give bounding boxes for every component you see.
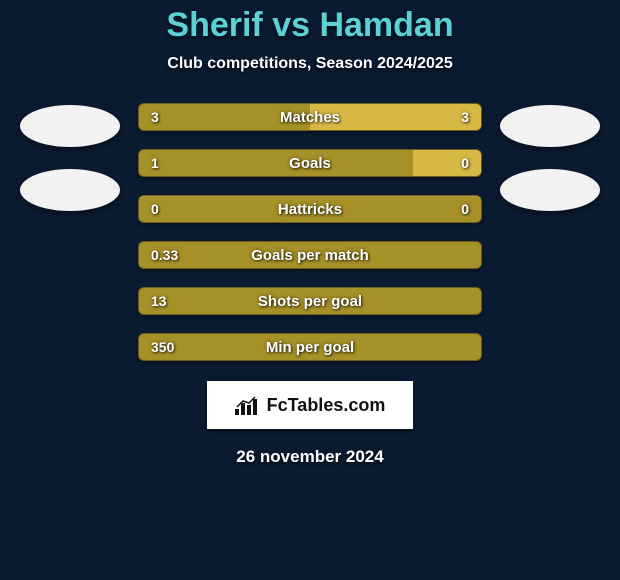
branding-text: FcTables.com [267, 395, 386, 416]
right-club-avatar [500, 169, 600, 211]
stat-bar: 00Hattricks [138, 195, 482, 223]
right-player-avatar [500, 105, 600, 147]
stat-label: Shots per goal [139, 288, 481, 314]
stat-label: Hattricks [139, 196, 481, 222]
season-subtitle: Club competitions, Season 2024/2025 [167, 55, 452, 73]
stat-bar: 0.33Goals per match [138, 241, 482, 269]
left-player-avatar [20, 105, 120, 147]
snapshot-date: 26 november 2024 [236, 447, 383, 467]
left-avatars [20, 103, 120, 211]
stat-label: Matches [139, 104, 481, 130]
branding-badge: FcTables.com [207, 381, 413, 429]
stat-label: Min per goal [139, 334, 481, 360]
page-title: Sherif vs Hamdan [166, 6, 453, 45]
stat-bar: 13Shots per goal [138, 287, 482, 315]
stat-bar: 10Goals [138, 149, 482, 177]
right-avatars [500, 103, 600, 211]
comparison-arena: 33Matches 10Goals 00Hattricks 0.33Goals per… [0, 103, 620, 361]
stat-label: Goals per match [139, 242, 481, 268]
stat-bars: 33Matches 10Goals 00Hattricks 0.33Goals per… [138, 103, 482, 361]
fctables-logo-icon [235, 395, 261, 415]
stat-label: Goals [139, 150, 481, 176]
stat-bar: 350Min per goal [138, 333, 482, 361]
left-club-avatar [20, 169, 120, 211]
stat-bar: 33Matches [138, 103, 482, 131]
